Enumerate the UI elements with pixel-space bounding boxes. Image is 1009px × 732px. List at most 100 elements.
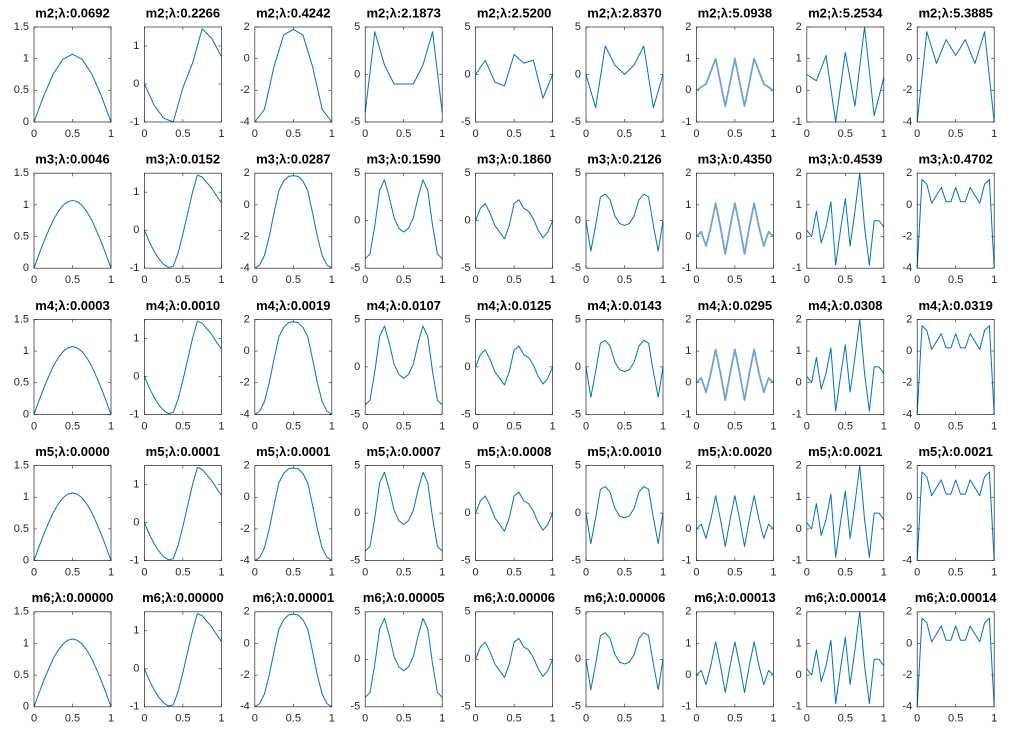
axes-box: [364, 172, 443, 269]
y-tick-label: -2: [902, 230, 912, 242]
x-tick-label: 0.5: [175, 713, 190, 725]
chart-title: m5;λ:0.0000: [35, 444, 109, 459]
y-tick-label: 0: [464, 653, 470, 665]
y-tick-label: -1: [682, 555, 692, 567]
y-tick-label: 1: [23, 345, 29, 357]
x-tick-label: 1: [770, 274, 776, 286]
plot-area: [696, 319, 774, 415]
axes-box: [144, 611, 222, 708]
axes-box: [364, 319, 443, 415]
x-tick-label: 1: [770, 128, 776, 140]
plot-area: [144, 319, 222, 415]
chart-title: m2;λ:0.0692: [35, 5, 109, 20]
plot-area: [144, 173, 222, 269]
y-tick-label: 5: [354, 460, 360, 472]
axes-box: [475, 319, 553, 415]
chart-title: m5;λ:0.0021: [808, 444, 882, 459]
x-tick-label: 0: [473, 567, 479, 579]
y-tick-label: -2: [240, 230, 250, 242]
y-tick-label: 5: [464, 606, 470, 618]
y-tick-label: 0: [23, 701, 29, 713]
y-tick-label: -1: [792, 116, 802, 128]
y-tick-label: 0: [464, 361, 470, 373]
y-tick-label: 1.5: [14, 167, 29, 179]
y-tick-label: -4: [240, 701, 250, 713]
y-tick-label: 1: [23, 491, 29, 503]
x-tick-label: 0: [804, 274, 810, 286]
x-tick-label: 0: [693, 567, 699, 579]
x-tick-label: 0.5: [948, 713, 963, 725]
chart-title: m5;λ:0.0008: [477, 444, 551, 459]
y-tick-label: 1: [796, 53, 802, 65]
y-tick-label: 2: [906, 313, 912, 325]
axes-box: [916, 172, 995, 269]
y-tick-label: -5: [461, 555, 471, 567]
plot-area: [254, 27, 332, 122]
y-tick-label: 2: [796, 21, 802, 33]
x-tick-label: 1: [329, 567, 335, 579]
axes-box: [916, 319, 995, 415]
y-tick-label: -4: [902, 555, 912, 567]
x-tick-label: 0.5: [175, 128, 190, 140]
x-tick-label: 0.5: [286, 567, 301, 579]
axes-box: [916, 465, 995, 561]
x-tick-label: 1: [329, 128, 335, 140]
x-tick-label: 1: [550, 420, 556, 432]
y-tick-label: 5: [354, 313, 360, 325]
x-tick-label: 0: [473, 128, 479, 140]
data-line: [585, 486, 664, 544]
x-tick-label: 0.5: [617, 420, 632, 432]
x-tick-label: 0: [914, 567, 920, 579]
x-tick-label: 0: [252, 567, 258, 579]
x-tick-label: 0: [473, 274, 479, 286]
data-line: [364, 31, 443, 113]
x-tick-label: 0: [31, 128, 37, 140]
y-tick-label: 1.5: [14, 21, 29, 33]
x-tick-label: 0.5: [948, 128, 963, 140]
plot-area: [586, 319, 663, 415]
chart-title: m5;λ:0.0001: [146, 444, 220, 459]
axes-box: [33, 172, 112, 269]
y-tick-label: 2: [244, 460, 250, 472]
x-tick-label: 0: [583, 420, 589, 432]
y-tick-label: 0: [133, 663, 139, 675]
x-tick-label: 0: [693, 713, 699, 725]
x-tick-label: 1: [108, 420, 114, 432]
y-tick-label: 0: [354, 68, 360, 80]
y-tick-label: -5: [571, 262, 581, 274]
chart-title: m2;λ:2.5200: [477, 5, 551, 20]
x-tick-label: 0.5: [617, 274, 632, 286]
x-tick-label: 1: [660, 274, 666, 286]
axes-box: [585, 465, 664, 561]
y-tick-label: 0.5: [14, 669, 29, 681]
x-tick-label: 1: [770, 713, 776, 725]
y-tick-label: -4: [240, 408, 250, 420]
y-tick-label: -1: [130, 116, 140, 128]
y-tick-label: -2: [240, 377, 250, 389]
y-tick-label: 2: [906, 460, 912, 472]
plot-area: [586, 173, 663, 269]
x-tick-label: 0.5: [286, 713, 301, 725]
chart-title: m6;λ:0.00014: [915, 590, 997, 605]
y-tick-label: 5: [354, 21, 360, 33]
y-tick-label: -1: [130, 555, 140, 567]
axes-box: [33, 611, 112, 708]
y-tick-label: 0: [354, 361, 360, 373]
y-tick-label: 1: [796, 345, 802, 357]
x-tick-label: 0.5: [506, 420, 521, 432]
x-tick-label: 0: [252, 713, 258, 725]
y-tick-label: 0: [575, 68, 581, 80]
y-tick-label: 2: [796, 460, 802, 472]
y-tick-label: 2: [685, 313, 691, 325]
plot-area: [696, 27, 774, 122]
x-tick-label: 0: [914, 274, 920, 286]
y-tick-label: 0: [133, 78, 139, 90]
plot-area: [254, 611, 332, 707]
y-tick-label: -2: [240, 84, 250, 96]
x-tick-label: 0.5: [506, 567, 521, 579]
chart-title: m6;λ:0.00001: [252, 590, 334, 605]
y-tick-label: -1: [792, 408, 802, 420]
axes-box: [144, 172, 222, 269]
plot-area: [365, 465, 443, 561]
data-line: [916, 31, 995, 123]
